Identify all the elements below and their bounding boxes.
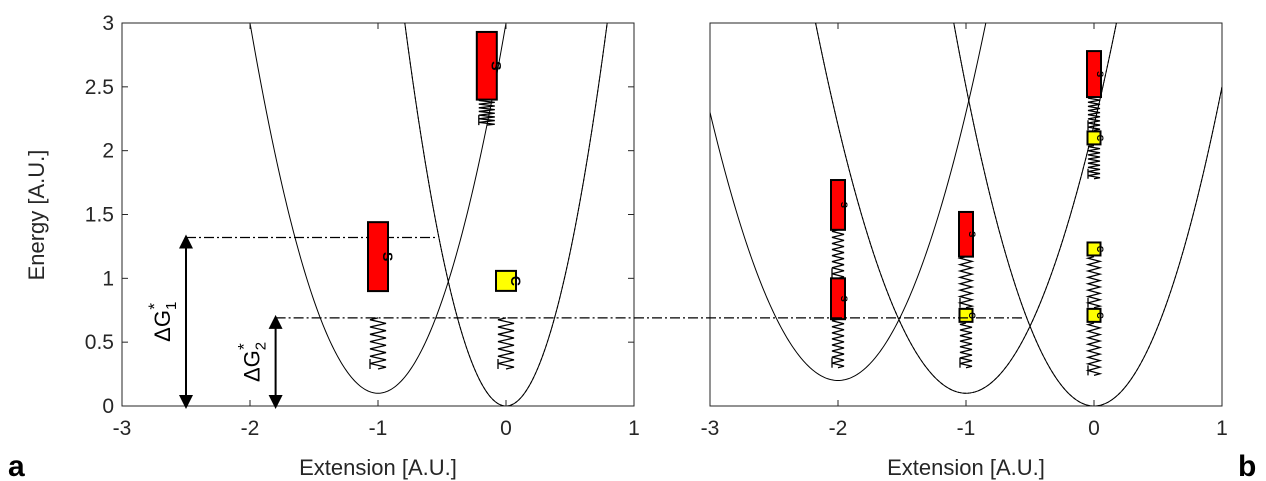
box-letter: C [1095,135,1105,142]
spring-glyph [957,256,975,309]
energy-barriers: ΔG1*ΔG2* [145,234,283,409]
energy-curve-solid [815,23,1117,394]
x-tick-label: -2 [241,417,260,440]
spring-glyph [369,317,387,370]
panel-a-plot-area [121,22,635,407]
spring-glyph [1087,96,1101,131]
x-tick-label: -1 [369,417,388,440]
y-tick-label: 2 [102,140,114,163]
block-letter: S [380,252,396,261]
panel-b-letter: b [1238,450,1256,481]
y-tick-label: 0 [102,395,114,418]
box-glyph [1086,130,1102,146]
spring-glyph [478,98,495,126]
y-tick-label: 2.5 [85,76,114,99]
energy-curve-dashed [953,23,1222,406]
panel-a-y-ticks: 0 0.5 1 1.5 2 2.5 3 [85,12,634,418]
panel-b-glyphs: S S C S C C C S [830,50,1105,376]
energy-curve-solid [710,23,987,381]
box-glyph [1086,307,1102,323]
block-letter: S [1095,71,1105,77]
panel-a-x-axis-label: Extension [A.U.] [299,455,457,480]
box-glyph [958,307,974,323]
x-tick-label: 1 [628,417,640,440]
panel-a-curves [249,23,608,406]
panel-a-guides [186,236,436,319]
block-letter: S [839,296,849,302]
block-glyph [367,221,389,293]
box-glyph [1086,241,1102,257]
panel-a-letter: a [8,450,25,481]
x-tick-label: -3 [701,417,720,440]
box-letter: C [1095,246,1105,253]
block-glyph [1086,50,1102,99]
block-letter: S [967,231,977,237]
panel-b-x-axis-label: Extension [A.U.] [887,455,1045,480]
box-letter: C [508,276,524,286]
y-tick-label: 1 [102,267,114,290]
box-glyph [495,269,517,292]
panel-a-y-axis-label: Energy [A.U.] [24,150,49,281]
box-letter: C [1095,312,1105,319]
energy-curve-solid [404,23,608,406]
panel-a-x-ticks: -3 -2 -1 0 1 [113,23,640,440]
block-letter: S [489,61,505,70]
x-tick-label: 1 [1216,417,1228,440]
block-glyph [958,210,974,258]
x-tick-label: 0 [1088,417,1100,440]
barrier-label: ΔG1* [145,302,180,342]
spring-glyph [1087,144,1101,180]
spring-glyph [497,317,515,370]
block-glyph [475,30,498,101]
spring-glyph [831,318,845,369]
panel-b-curves [710,23,1222,406]
energy-curve-solid [249,23,507,394]
block-glyph [830,179,846,231]
panel-a: S C S -3 -2 -1 0 1 0 0.5 1 1.5 2 2.5 3 Extension [A.… [8,12,640,481]
panel-b-x-ticks: -3 -2 -1 0 1 [701,23,1228,440]
spring-glyph [831,229,845,279]
spring-glyph [1085,256,1103,309]
barrier-label-main: ΔG [240,350,265,382]
barrier-label-sup: * [235,343,254,350]
block-letter: S [839,202,849,208]
x-tick-label: 0 [500,417,512,440]
spring-glyph [959,322,973,369]
spring-glyph [1085,322,1103,376]
y-tick-label: 0.5 [85,331,114,354]
box-letter: C [967,312,977,319]
barrier-label-main: ΔG [150,310,175,342]
panel-a-glyphs: S C S [367,30,524,370]
y-tick-label: 3 [102,12,114,35]
y-tick-label: 1.5 [85,204,114,227]
x-tick-label: -2 [829,417,848,440]
panel-b: S S C S C C C S -3 -2 -1 0 1 Extension [A.U.] b [701,22,1256,481]
barrier-label: ΔG2* [235,342,270,382]
x-tick-label: -3 [113,417,132,440]
barrier-label-sub: 1 [163,302,180,310]
x-tick-label: -1 [957,417,976,440]
barrier-label-sup: * [145,303,164,310]
barrier-label-sub: 2 [253,342,270,350]
